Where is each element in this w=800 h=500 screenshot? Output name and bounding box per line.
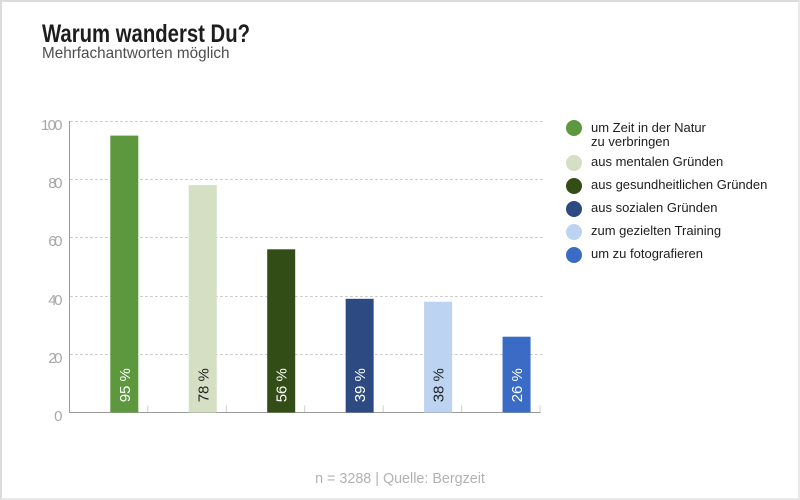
svg-text:20: 20: [48, 350, 62, 367]
svg-text:56 %: 56 %: [274, 368, 291, 402]
svg-text:78 %: 78 %: [195, 368, 212, 402]
svg-text:39 %: 39 %: [352, 368, 369, 402]
svg-text:95 %: 95 %: [117, 368, 134, 402]
svg-text:60: 60: [48, 233, 62, 250]
svg-text:100: 100: [41, 117, 63, 134]
svg-text:80: 80: [48, 175, 62, 192]
svg-text:0: 0: [54, 408, 62, 425]
svg-text:26 %: 26 %: [509, 368, 526, 402]
svg-text:38 %: 38 %: [431, 368, 448, 402]
svg-text:40: 40: [48, 292, 62, 309]
